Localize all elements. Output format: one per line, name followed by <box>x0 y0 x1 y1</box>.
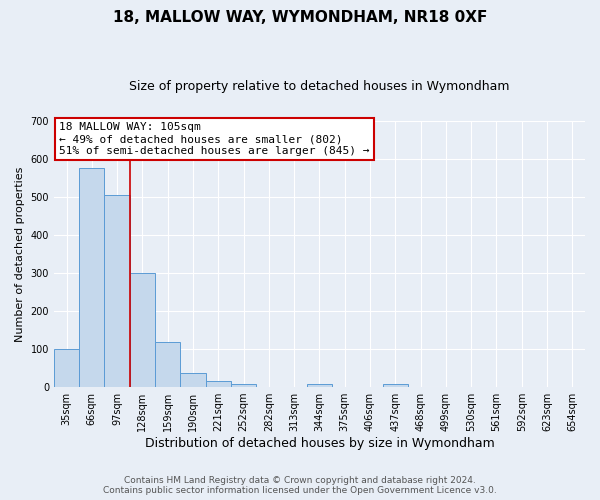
Bar <box>155 342 181 387</box>
Bar <box>104 195 130 387</box>
Bar <box>54 349 79 387</box>
Bar <box>181 373 206 387</box>
Text: 18 MALLOW WAY: 105sqm
← 49% of detached houses are smaller (802)
51% of semi-det: 18 MALLOW WAY: 105sqm ← 49% of detached … <box>59 122 370 156</box>
Bar <box>383 384 408 387</box>
X-axis label: Distribution of detached houses by size in Wymondham: Distribution of detached houses by size … <box>145 437 494 450</box>
Bar <box>79 168 104 387</box>
Text: 18, MALLOW WAY, WYMONDHAM, NR18 0XF: 18, MALLOW WAY, WYMONDHAM, NR18 0XF <box>113 10 487 25</box>
Text: Contains HM Land Registry data © Crown copyright and database right 2024.
Contai: Contains HM Land Registry data © Crown c… <box>103 476 497 495</box>
Bar <box>231 384 256 387</box>
Y-axis label: Number of detached properties: Number of detached properties <box>15 166 25 342</box>
Bar <box>206 382 231 387</box>
Bar <box>130 273 155 387</box>
Title: Size of property relative to detached houses in Wymondham: Size of property relative to detached ho… <box>129 80 510 93</box>
Bar <box>307 384 332 387</box>
